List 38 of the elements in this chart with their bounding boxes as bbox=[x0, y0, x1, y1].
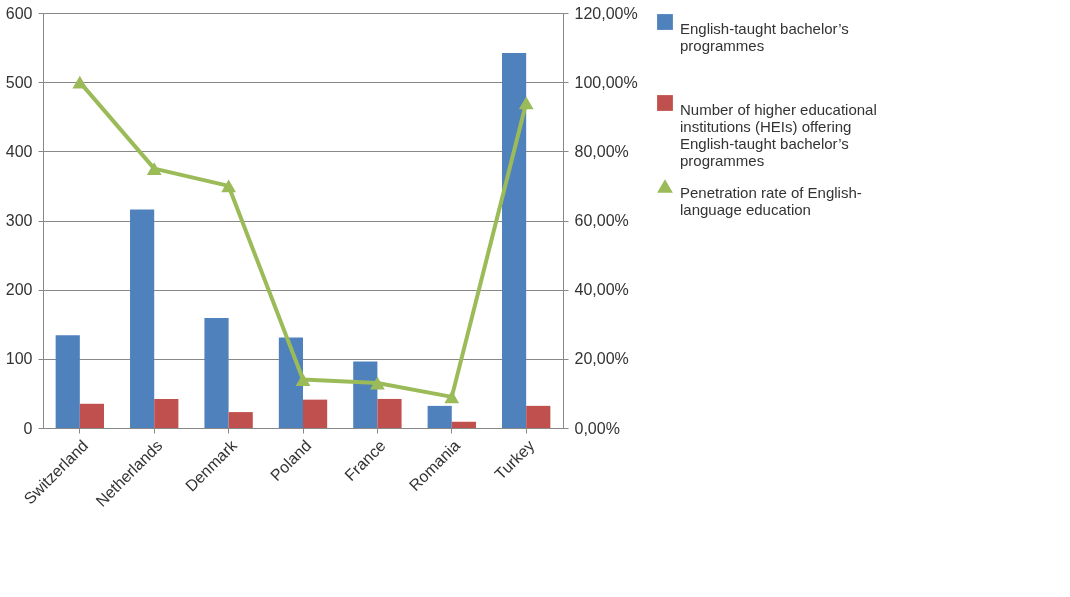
legend-label: Number of higher educational institutions (HEIs) offering English-taught bachelor’s programmes bbox=[680, 101, 877, 169]
point bbox=[369, 376, 385, 390]
bar bbox=[154, 398, 179, 428]
y2-tick-label: 20,00% bbox=[574, 350, 629, 368]
bar bbox=[79, 403, 104, 428]
y2-tick-label: 40,00% bbox=[574, 281, 629, 299]
bar bbox=[303, 399, 328, 428]
point bbox=[295, 373, 311, 387]
y2-tick-label: 100,00% bbox=[574, 73, 638, 91]
bar bbox=[427, 405, 452, 428]
point bbox=[444, 390, 460, 404]
bar bbox=[228, 412, 253, 428]
y-tick-label: 600 bbox=[5, 4, 33, 22]
y2-tick-label: 120,00% bbox=[574, 4, 638, 22]
bar bbox=[526, 405, 551, 428]
bar bbox=[204, 318, 229, 428]
y-tick-label: 500 bbox=[5, 73, 33, 91]
point bbox=[72, 75, 88, 89]
bar bbox=[451, 421, 476, 428]
bar bbox=[502, 53, 527, 428]
y-tick-label: 100 bbox=[5, 350, 33, 368]
point bbox=[221, 179, 237, 193]
y-tick-label: 300 bbox=[5, 212, 33, 229]
bar bbox=[55, 335, 80, 428]
y2-tick-label: 0,00% bbox=[574, 419, 620, 437]
bar bbox=[130, 209, 155, 428]
legend-label: Penetration rate of English-language education bbox=[680, 184, 862, 218]
bar bbox=[353, 361, 378, 428]
y-tick-label: 400 bbox=[5, 142, 33, 160]
y2-tick-label: 60,00% bbox=[574, 212, 629, 229]
bar bbox=[377, 398, 402, 428]
point bbox=[146, 162, 162, 176]
point bbox=[518, 96, 534, 110]
y-tick-label: 0 bbox=[23, 419, 33, 437]
legend-label: English-taught bachelor’s programmes bbox=[680, 20, 849, 54]
y-tick-label: 200 bbox=[5, 281, 33, 299]
y2-tick-label: 80,00% bbox=[574, 142, 629, 160]
bar bbox=[278, 337, 303, 428]
